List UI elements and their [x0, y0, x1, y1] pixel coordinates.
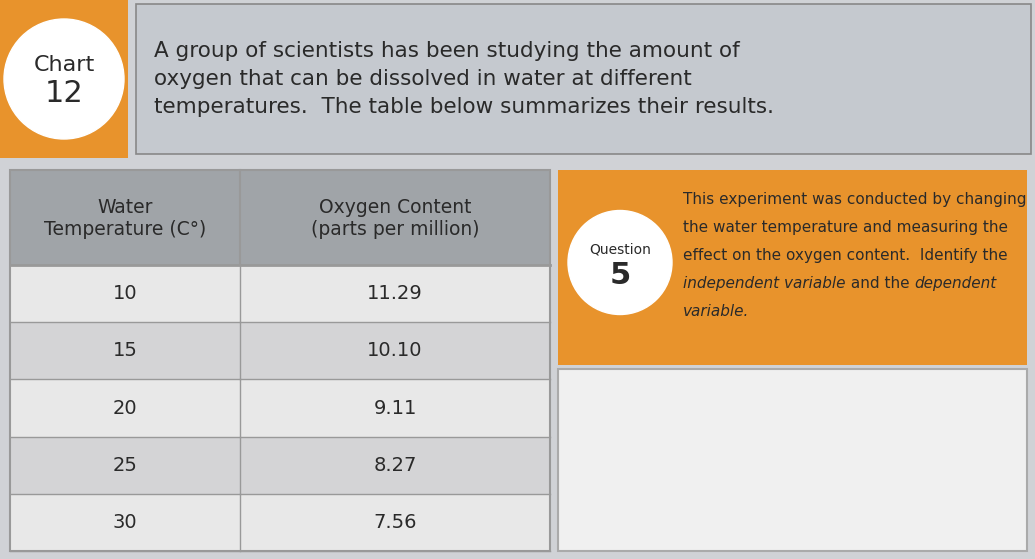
- FancyBboxPatch shape: [0, 0, 128, 158]
- Text: Question: Question: [589, 243, 651, 257]
- Text: 9.11: 9.11: [374, 399, 417, 418]
- Text: Chart: Chart: [33, 55, 94, 75]
- Text: 11.29: 11.29: [367, 284, 423, 303]
- Text: 25: 25: [113, 456, 138, 475]
- Text: A group of scientists has been studying the amount of
oxygen that can be dissolv: A group of scientists has been studying …: [154, 41, 774, 117]
- Text: and the: and the: [846, 276, 914, 291]
- Circle shape: [568, 211, 672, 315]
- FancyBboxPatch shape: [10, 322, 550, 380]
- Text: dependent: dependent: [914, 276, 997, 291]
- Text: 20: 20: [113, 399, 138, 418]
- Text: 10: 10: [113, 284, 138, 303]
- Text: (parts per million): (parts per million): [310, 220, 479, 239]
- Text: 10.10: 10.10: [367, 342, 422, 361]
- Text: 12: 12: [45, 78, 84, 107]
- Circle shape: [4, 19, 124, 139]
- Text: the water temperature and measuring the: the water temperature and measuring the: [683, 220, 1008, 235]
- FancyBboxPatch shape: [10, 437, 550, 494]
- FancyBboxPatch shape: [10, 494, 550, 551]
- Text: 7.56: 7.56: [374, 513, 417, 532]
- FancyBboxPatch shape: [10, 170, 550, 265]
- Text: Oxygen Content: Oxygen Content: [319, 198, 471, 217]
- FancyBboxPatch shape: [10, 380, 550, 437]
- FancyBboxPatch shape: [10, 265, 550, 322]
- Text: This experiment was conducted by changing: This experiment was conducted by changin…: [683, 192, 1027, 207]
- FancyBboxPatch shape: [558, 369, 1027, 551]
- Text: Temperature (C°): Temperature (C°): [43, 220, 206, 239]
- Text: 5: 5: [610, 261, 630, 290]
- Text: Water: Water: [97, 198, 153, 217]
- Text: 30: 30: [113, 513, 138, 532]
- Text: effect on the oxygen content.  Identify the: effect on the oxygen content. Identify t…: [683, 248, 1008, 263]
- Text: 15: 15: [113, 342, 138, 361]
- FancyBboxPatch shape: [558, 170, 1027, 365]
- Text: independent variable: independent variable: [683, 276, 846, 291]
- Text: variable.: variable.: [683, 304, 749, 319]
- Text: 8.27: 8.27: [374, 456, 417, 475]
- FancyBboxPatch shape: [136, 4, 1031, 154]
